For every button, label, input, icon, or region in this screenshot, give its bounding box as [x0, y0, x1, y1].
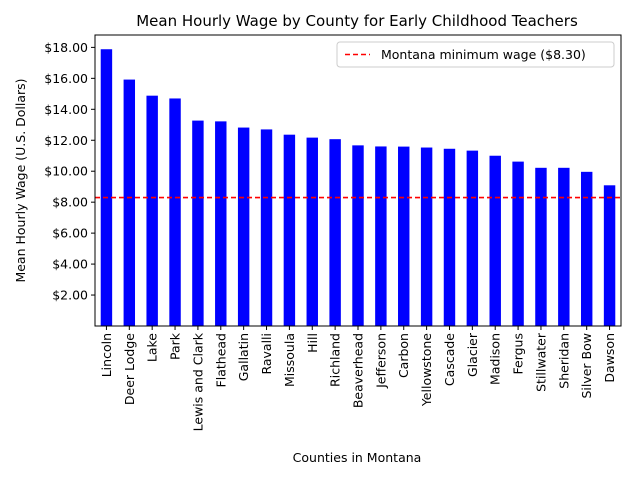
y-tick-label: $2.00	[52, 288, 88, 303]
x-tick-label: Jefferson	[373, 333, 388, 389]
x-tick-label: Park	[168, 332, 183, 360]
bar-fergus	[512, 161, 524, 326]
bar-glacier	[466, 150, 479, 326]
legend: Montana minimum wage ($8.30)	[336, 41, 615, 68]
x-tick-label: Lake	[145, 333, 160, 362]
bar-beaverhead	[352, 145, 364, 326]
bar-hill	[306, 137, 318, 326]
x-tick-label: Lincoln	[99, 333, 114, 377]
bars-group	[100, 49, 616, 327]
y-tick-label: $18.00	[44, 40, 88, 55]
bar-deer-lodge	[123, 79, 136, 326]
x-tick-label: Cascade	[442, 333, 457, 386]
chart-title: Mean Hourly Wage by County for Early Chi…	[136, 12, 578, 30]
x-tick-label: Silver Bow	[579, 333, 594, 399]
y-tick-label: $16.00	[44, 71, 88, 86]
bar-sheridan	[558, 167, 570, 326]
x-tick-label: Missoula	[282, 333, 297, 387]
x-tick-label: Ravalli	[259, 333, 274, 375]
y-tick-label: $4.00	[52, 257, 88, 272]
bar-lewis-and-clark	[192, 120, 204, 326]
x-tick-label: Lewis and Clark	[190, 332, 205, 431]
bar-missoula	[283, 134, 296, 326]
y-tick-label: $14.00	[44, 102, 88, 117]
x-tick-label: Yellowstone	[419, 333, 434, 407]
bar-richland	[329, 139, 341, 326]
x-tick-label: Hill	[305, 333, 320, 353]
bar-madison	[489, 155, 501, 326]
bar-stillwater	[535, 167, 547, 326]
bar-carbon	[398, 146, 410, 326]
x-tick-label: Stillwater	[533, 332, 548, 392]
bar-lake	[146, 95, 158, 326]
x-tick-label: Gallatin	[236, 333, 251, 381]
bar-lincoln	[100, 49, 113, 327]
legend-box	[336, 41, 615, 68]
bar-gallatin	[237, 127, 250, 326]
y-tick-label: $12.00	[44, 133, 88, 148]
x-axis-label: Counties in Montana	[293, 450, 422, 465]
bar-ravalli	[260, 129, 273, 326]
legend-label-minimum-wage: Montana minimum wage ($8.30)	[381, 47, 586, 62]
bar-yellowstone	[420, 147, 433, 326]
y-tick-label: $6.00	[52, 226, 88, 241]
y-tick-label: $8.00	[52, 195, 88, 210]
x-tick-label: Deer Lodge	[122, 333, 137, 405]
y-tick-label: $10.00	[44, 164, 88, 179]
x-tick-label: Dawson	[602, 333, 617, 383]
bar-cascade	[443, 148, 456, 326]
x-tick-label: Glacier	[465, 332, 480, 377]
bar-park	[169, 98, 181, 326]
x-tick-label: Carbon	[396, 333, 411, 378]
x-axis: Lincoln Deer Lodge Lake Park Lewis and Clark…	[99, 326, 617, 431]
x-tick-label: Madison	[488, 333, 503, 385]
bar-flathead	[215, 121, 227, 326]
bar-silver-bow	[580, 171, 593, 326]
y-axis: $2.00 $4.00 $6.00 $8.00 $10.00 $12.00 $14.00 $1…	[44, 40, 95, 303]
y-axis-label: Mean Hourly Wage (U.S. Dollars)	[13, 78, 28, 282]
x-tick-label: Richland	[328, 333, 343, 387]
bar-jefferson	[375, 146, 387, 326]
bar-dawson	[603, 185, 616, 326]
x-tick-label: Flathead	[213, 333, 228, 387]
x-tick-label: Fergus	[511, 333, 526, 375]
x-tick-label: Beaverhead	[351, 333, 366, 408]
x-tick-label: Sheridan	[556, 333, 571, 389]
